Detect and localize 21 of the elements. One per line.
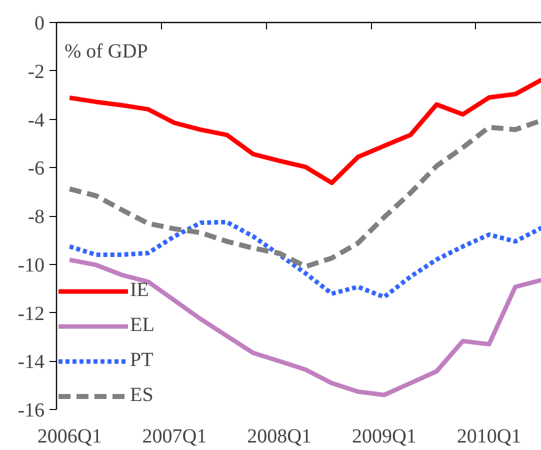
legend-label: ES [130,384,154,407]
y-tick-label: -8 [28,206,45,228]
y-tick-label: 0 [34,12,44,34]
legend-label: PT [130,349,154,372]
legend-label: IE [130,279,150,302]
annotation: % of GDP [64,40,148,62]
line-series [67,78,541,186]
legend-label: EL [130,314,154,337]
x-tick-label: 2006Q1 [37,426,102,448]
y-tick-label: -10 [18,254,45,276]
y-tick-label: -14 [18,351,45,374]
x-tick-label: 2007Q1 [142,426,207,448]
y-tick-label: -16 [18,400,45,422]
x-tick-label: 2008Q1 [247,426,312,448]
line-series [67,220,541,300]
y-tick-label: -12 [18,302,45,325]
x-tick-label: 2010Q1 [456,426,522,448]
y-tick-label: -2 [28,60,45,83]
y-tick-label: -4 [28,109,45,132]
x-tick-label: 2009Q1 [352,426,416,448]
y-tick-label: -6 [28,158,45,180]
